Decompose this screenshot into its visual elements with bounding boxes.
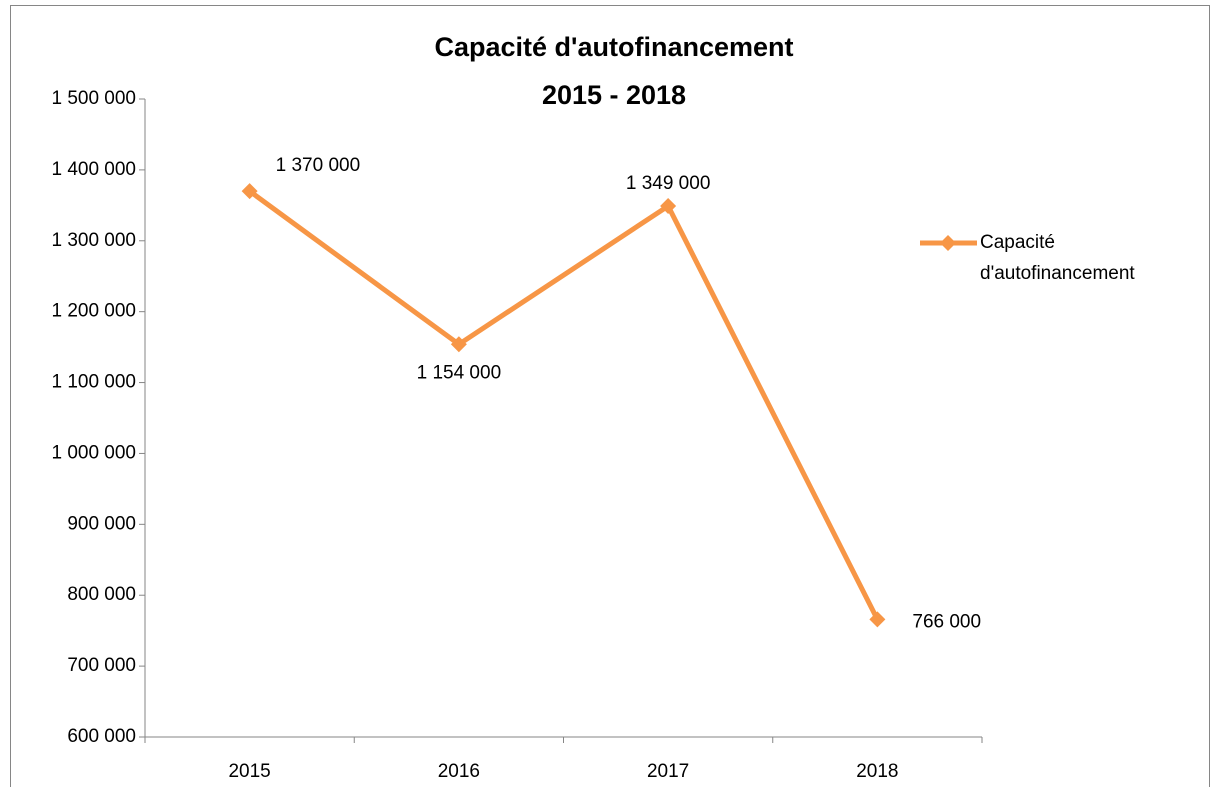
y-tick-label: 1 200 000 xyxy=(51,301,136,322)
x-tick-label: 2017 xyxy=(647,761,689,782)
y-tick-label: 900 000 xyxy=(67,513,136,534)
data-point xyxy=(241,183,258,200)
chart-title: Capacité d'autofinancement xyxy=(435,32,794,62)
legend-marker xyxy=(940,235,956,251)
x-tick-label: 2018 xyxy=(856,761,898,782)
x-tick-label: 2015 xyxy=(228,761,270,782)
y-tick-label: 1 400 000 xyxy=(51,159,136,180)
y-tick-label: 1 300 000 xyxy=(51,230,136,251)
data-point xyxy=(660,198,677,215)
y-tick-label: 1 500 000 xyxy=(51,88,136,109)
y-tick-label: 1 100 000 xyxy=(51,372,136,393)
y-tick-label: 600 000 xyxy=(67,726,136,747)
data-label: 1 154 000 xyxy=(417,362,502,383)
data-label: 1 370 000 xyxy=(276,155,361,176)
chart-frame xyxy=(10,5,1210,787)
y-tick-label: 800 000 xyxy=(67,584,136,605)
y-tick-label: 1 000 000 xyxy=(51,442,136,463)
series-line xyxy=(248,189,880,621)
data-point xyxy=(869,611,886,628)
data-label: 1 349 000 xyxy=(626,173,711,194)
x-tick-label: 2016 xyxy=(438,761,480,782)
data-point xyxy=(450,336,467,353)
legend-label: Capacité d'autofinancement xyxy=(980,232,1135,284)
y-tick-label: 700 000 xyxy=(67,655,136,676)
data-label: 766 000 xyxy=(912,611,981,632)
chart-subtitle: 2015 - 2018 xyxy=(542,80,686,110)
